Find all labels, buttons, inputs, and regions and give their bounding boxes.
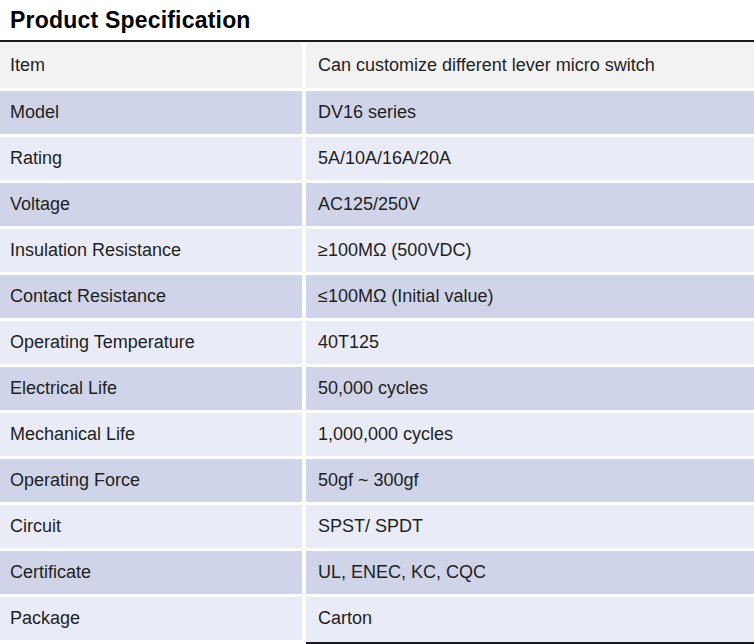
spec-value: 1,000,000 cycles — [306, 413, 754, 456]
spec-label: Electrical Life — [0, 367, 302, 410]
table-row: Model DV16 series — [0, 91, 754, 134]
table-row: Certificate UL, ENEC, KC, CQC — [0, 551, 754, 594]
spec-value: Can customize different lever micro swit… — [306, 42, 754, 88]
table-row: Mechanical Life 1,000,000 cycles — [0, 413, 754, 456]
spec-value: ≥100MΩ (500VDC) — [306, 229, 754, 272]
table-row: Circuit SPST/ SPDT — [0, 505, 754, 548]
table-row: Contact Resistance ≤100MΩ (Initial value… — [0, 275, 754, 318]
spec-value: 5A/10A/16A/20A — [306, 137, 754, 180]
bottom-border-spacer — [0, 640, 306, 644]
spec-label: Contact Resistance — [0, 275, 302, 318]
spec-label: Package — [0, 597, 302, 640]
spec-label: Item — [0, 42, 302, 88]
spec-value: DV16 series — [306, 91, 754, 134]
spec-value: ≤100MΩ (Initial value) — [306, 275, 754, 318]
spec-label: Model — [0, 91, 302, 134]
table-row: Operating Force 50gf ~ 300gf — [0, 459, 754, 502]
spec-label: Operating Force — [0, 459, 302, 502]
table-row: Item Can customize different lever micro… — [0, 42, 754, 88]
spec-label: Circuit — [0, 505, 302, 548]
spec-value: AC125/250V — [306, 183, 754, 226]
spec-label: Insulation Resistance — [0, 229, 302, 272]
spec-label: Rating — [0, 137, 302, 180]
spec-value: 50gf ~ 300gf — [306, 459, 754, 502]
spec-value: Carton — [306, 597, 754, 640]
specification-table: Item Can customize different lever micro… — [0, 40, 754, 640]
table-row: Voltage AC125/250V — [0, 183, 754, 226]
page-title: Product Specification — [0, 0, 754, 40]
table-bottom-border — [0, 640, 754, 644]
spec-value: 40T125 — [306, 321, 754, 364]
spec-value: UL, ENEC, KC, CQC — [306, 551, 754, 594]
table-row: Insulation Resistance ≥100MΩ (500VDC) — [0, 229, 754, 272]
bottom-border-line — [306, 640, 754, 644]
spec-label: Voltage — [0, 183, 302, 226]
table-row: Package Carton — [0, 597, 754, 640]
table-row: Operating Temperature 40T125 — [0, 321, 754, 364]
spec-label: Certificate — [0, 551, 302, 594]
spec-label: Mechanical Life — [0, 413, 302, 456]
spec-value: 50,000 cycles — [306, 367, 754, 410]
table-row: Rating 5A/10A/16A/20A — [0, 137, 754, 180]
table-row: Electrical Life 50,000 cycles — [0, 367, 754, 410]
spec-value: SPST/ SPDT — [306, 505, 754, 548]
spec-label: Operating Temperature — [0, 321, 302, 364]
